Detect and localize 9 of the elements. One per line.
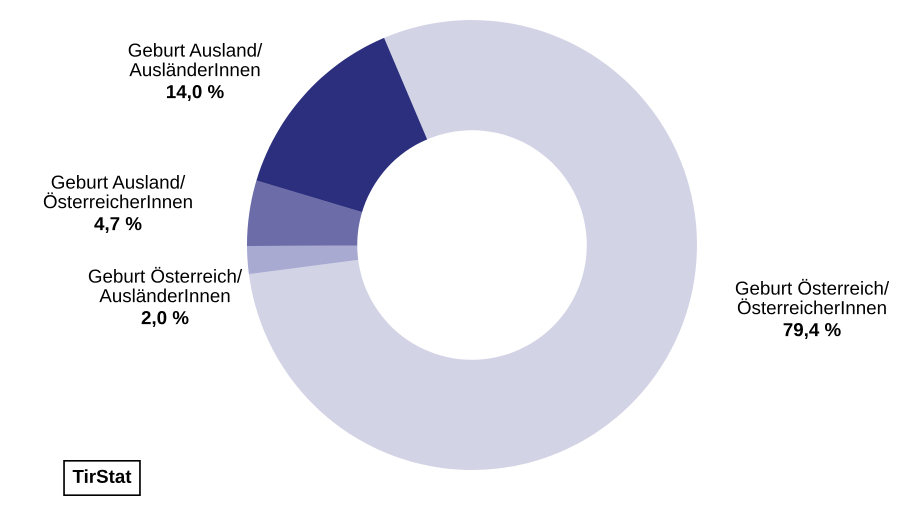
data-label: 14,0 % (166, 84, 224, 101)
slice-label: Geburt Ausland/ AusländerInnen (128, 43, 262, 76)
data-label: 79,4 % (784, 322, 841, 339)
slice-label: Geburt Ausland/ ÖsterreicherInnen (44, 175, 192, 208)
slice-label: Geburt Österreich/ ÖsterreicherInnen (736, 278, 890, 314)
data-label: 2,0 % (142, 310, 188, 327)
data-label: 4,7 % (94, 217, 142, 233)
text: TirStat (72, 469, 132, 484)
slice-label: Geburt Österreich/ AusländerInnen (88, 266, 242, 302)
